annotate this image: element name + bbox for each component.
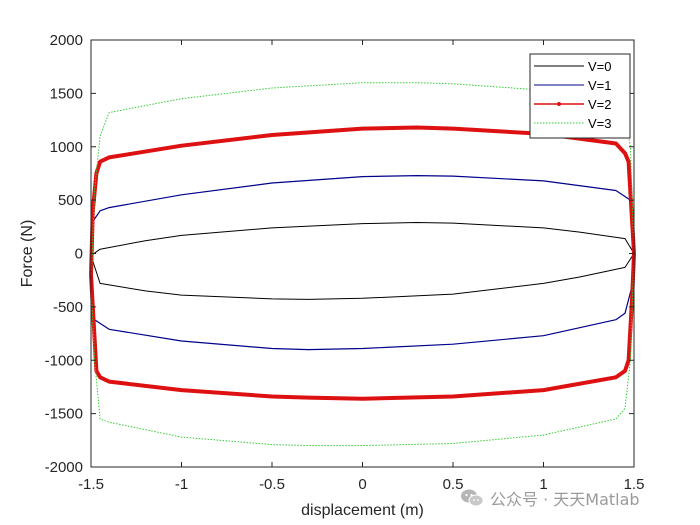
legend: V=0 V=1 V=2 V=3 (529, 53, 631, 139)
legend-label: V=0 (588, 59, 612, 74)
x-tick-label: 1 (539, 476, 547, 493)
axes-layer: -1.5 -1 -0.5 0 0.5 1 1.5 -2000 -1500 -1000 -500 0 50… (19, 32, 644, 519)
watermark-text: 公众号 · 天天Matlab (490, 490, 640, 509)
legend-label: V=2 (588, 97, 612, 112)
legend-box (529, 53, 631, 139)
y-tick-label: 1000 (50, 139, 83, 156)
x-tick-label: 0.5 (443, 476, 464, 493)
x-axis-label: displacement (m) (301, 502, 424, 519)
legend-label: V=3 (588, 116, 612, 131)
x-tick-label: -1 (175, 476, 188, 493)
y-tick-label: -1000 (45, 352, 83, 369)
y-tick-label: 1500 (50, 85, 83, 102)
y-tick-label: -1500 (45, 406, 83, 423)
x-tick-label: 0 (358, 476, 366, 493)
y-tick-label: 500 (58, 192, 83, 209)
x-tick-label: -0.5 (259, 476, 285, 493)
y-tick-label: -500 (53, 299, 83, 316)
x-tick-label: 1.5 (624, 476, 645, 493)
wechat-icon (461, 489, 484, 507)
y-tick-label: 2000 (50, 32, 83, 49)
x-tick-label: -1.5 (78, 476, 104, 493)
watermark: 公众号 · 天天Matlab (460, 486, 640, 510)
y-axis-label: Force (N) (19, 220, 36, 288)
legend-label: V=1 (588, 78, 612, 93)
legend-marker (557, 102, 561, 106)
y-tick-label: 0 (75, 246, 83, 263)
y-tick-label: -2000 (45, 459, 83, 476)
